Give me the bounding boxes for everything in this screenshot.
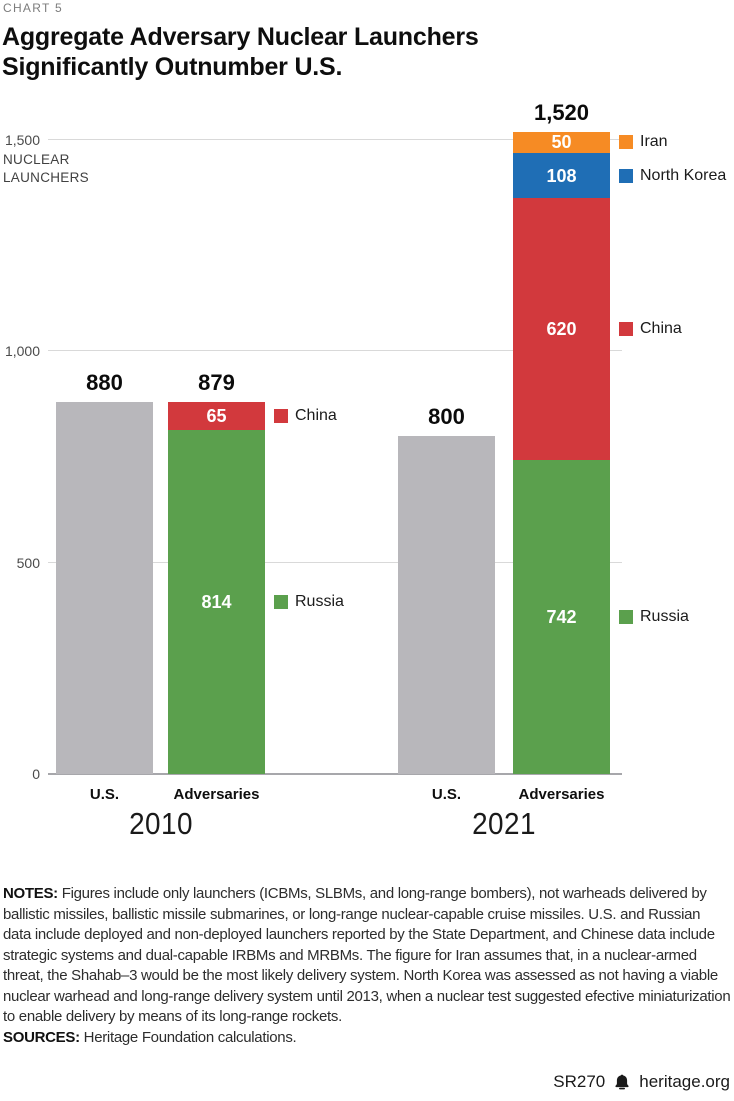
heritage-bell-icon: [615, 1074, 629, 1090]
year-label-2010: 2010: [128, 806, 193, 841]
y-tick-label-0: 0: [32, 766, 40, 782]
site-url: heritage.org: [639, 1072, 730, 1091]
legend-item-china-2010: China: [274, 406, 337, 426]
gridline-1000: [48, 350, 622, 352]
bar-u-s-2010: [56, 402, 153, 774]
segment-value-russia-2021: 742: [546, 607, 577, 628]
legend-label-russia: Russia: [295, 592, 344, 610]
notes-block: NOTES: Figures include only launchers (I…: [3, 884, 731, 1048]
total-label-u-s-2021: 800: [428, 403, 465, 429]
y-tick-label-1500: 1,500: [4, 132, 40, 148]
plot-area: NUCLEAR LAUNCHERS 0 500 1,000 1,500 880 U.S. R…: [0, 101, 734, 841]
total-label-adversaries-2010: 879: [198, 370, 235, 396]
category-label-adversaries-2010: Adversaries: [173, 786, 260, 803]
segment-u-s-2010: [56, 402, 153, 774]
segment-value-china-2021: 620: [546, 319, 577, 340]
gridline-1500: [48, 139, 622, 140]
legend-swatch-china: [619, 322, 633, 337]
segment-value-russia-2010: 814: [201, 591, 232, 612]
segment-china-2021: 620: [513, 198, 610, 461]
legend-label-china: China: [295, 407, 337, 425]
total-label-adversaries-2021: 1,520: [533, 99, 590, 125]
bar-adversaries-2021: 742 620 108 50: [513, 131, 610, 774]
legend-label-iran: Iran: [640, 133, 668, 151]
legend-swatch-north-korea: [619, 168, 633, 183]
segment-value-north-korea-2021: 108: [546, 165, 577, 186]
legend-swatch-russia: [274, 594, 288, 609]
segment-north-korea-2021: 108: [513, 152, 610, 199]
page-footer: SR270 heritage.org: [553, 1072, 730, 1092]
segment-russia-2010: 814: [168, 429, 265, 774]
legend-swatch-china: [274, 409, 288, 424]
legend-item-north-korea-2021: North Korea: [619, 166, 726, 186]
total-label-u-s-2010: 880: [86, 370, 123, 396]
y-tick-label-1000: 1,000: [4, 343, 40, 360]
sources-label: SOURCES:: [3, 1028, 80, 1046]
legend-item-russia-2021: Russia: [619, 607, 689, 627]
legend-swatch-iran: [619, 135, 633, 150]
sources-text: Heritage Foundation calculations.: [83, 1028, 297, 1046]
segment-iran-2021: 50: [513, 131, 610, 153]
bar-adversaries-2010: 814 65: [168, 402, 265, 774]
notes-label: NOTES:: [3, 885, 58, 902]
segment-value-china-2010: 65: [206, 406, 227, 427]
legend-item-russia-2010: Russia: [274, 592, 344, 612]
segment-russia-2021: 742: [513, 460, 610, 774]
x-axis-line: [48, 773, 622, 775]
chart-number-kicker: CHART 5: [3, 1, 64, 15]
notes-paragraph: NOTES: Figures include only launchers (I…: [3, 884, 731, 1028]
legend-label-russia: Russia: [640, 608, 689, 626]
segment-value-iran-2021: 50: [551, 132, 572, 153]
segment-u-s-2021: [398, 435, 495, 774]
legend-label-north-korea: North Korea: [640, 166, 727, 184]
category-label-adversaries-2021: Adversaries: [518, 786, 605, 803]
segment-china-2010: 65: [168, 402, 265, 430]
legend-label-china: China: [640, 320, 682, 338]
legend-item-iran-2021: Iran: [619, 132, 668, 152]
bar-u-s-2021: [398, 435, 495, 774]
notes-text: Figures include only launchers (ICBMs, S…: [3, 885, 731, 1025]
category-label-u-s-2010: U.S.: [89, 786, 120, 803]
chart-title: Aggregate Adversary Nuclear Launchers Si…: [2, 23, 479, 81]
year-label-2021: 2021: [472, 806, 536, 841]
sources-paragraph: SOURCES: Heritage Foundation calculation…: [3, 1028, 731, 1049]
report-id: SR270: [553, 1072, 606, 1091]
category-label-u-s-2021: U.S.: [431, 786, 462, 803]
legend-swatch-russia: [619, 610, 633, 625]
legend-item-china-2021: China: [619, 319, 682, 339]
y-axis-label: NUCLEAR LAUNCHERS: [3, 152, 89, 185]
gridline-500: [48, 561, 622, 563]
y-tick-label-500: 500: [16, 554, 40, 571]
